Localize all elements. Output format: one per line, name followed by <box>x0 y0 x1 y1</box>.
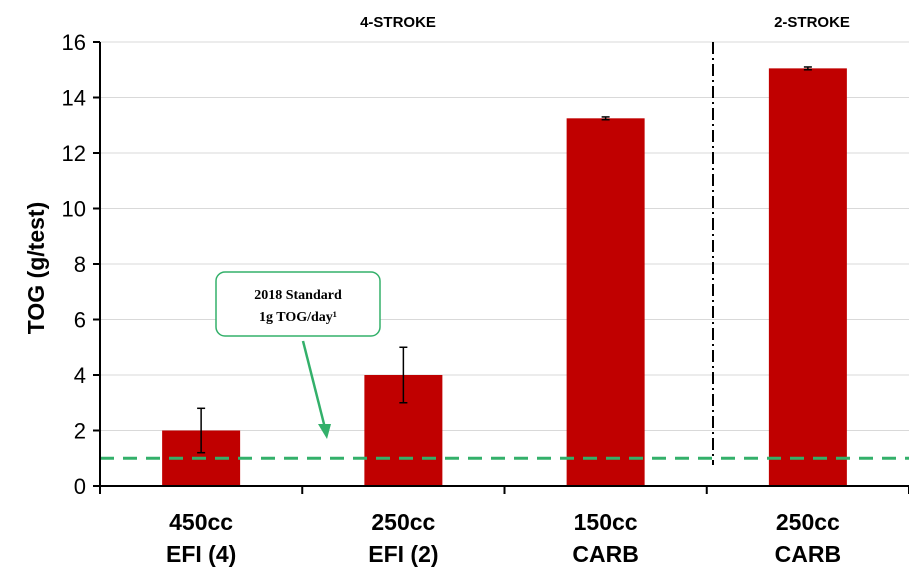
category-label-line2-0: EFI (4) <box>166 541 236 567</box>
bars <box>162 68 847 487</box>
y-tick-label: 2 <box>74 419 86 444</box>
annotation-line-1: 2018 Standard <box>254 288 342 303</box>
category-label-line1-3: 250cc <box>776 509 840 535</box>
y-tick-label: 4 <box>74 363 86 388</box>
category-label-line2-2: CARB <box>572 541 638 567</box>
error-bars <box>197 66 812 454</box>
category-label-line1-1: 250cc <box>371 509 435 535</box>
y-tick-label: 8 <box>74 252 86 277</box>
category-labels: 450cc EFI (4) 250cc EFI (2) 150cc CARB 250cc CA… <box>166 509 841 567</box>
annotation-box <box>215 271 381 337</box>
bar-2 <box>566 118 645 486</box>
category-label-line2-3: CARB <box>775 541 841 567</box>
y-tick-label: 0 <box>74 474 86 499</box>
annotation-arrow-shaft <box>301 340 327 429</box>
y-tick-label: 14 <box>62 86 86 111</box>
y-tick-label: 12 <box>62 141 86 166</box>
category-label-line1-0: 450cc <box>169 509 233 535</box>
y-tick-label: 16 <box>62 30 86 55</box>
annotation-arrow-head <box>318 424 331 439</box>
y-axis-label: TOG (g/test) <box>23 202 49 334</box>
category-label-line2-1: EFI (2) <box>368 541 438 567</box>
category-label-line1-2: 150cc <box>574 509 638 535</box>
annotation-line-2: 1g TOG/day¹ <box>259 310 337 325</box>
axes <box>93 41 909 494</box>
y-tick-labels: 0 2 4 6 8 10 12 14 16 <box>62 30 86 499</box>
y-tick-label: 10 <box>62 197 86 222</box>
standard-annotation: 2018 Standard 1g TOG/day¹ <box>215 271 381 439</box>
section-label-4-stroke: 4-STROKE <box>360 14 436 31</box>
bar-3 <box>768 68 847 487</box>
section-label-2-stroke: 2-STROKE <box>774 14 850 31</box>
y-tick-label: 6 <box>74 308 86 333</box>
